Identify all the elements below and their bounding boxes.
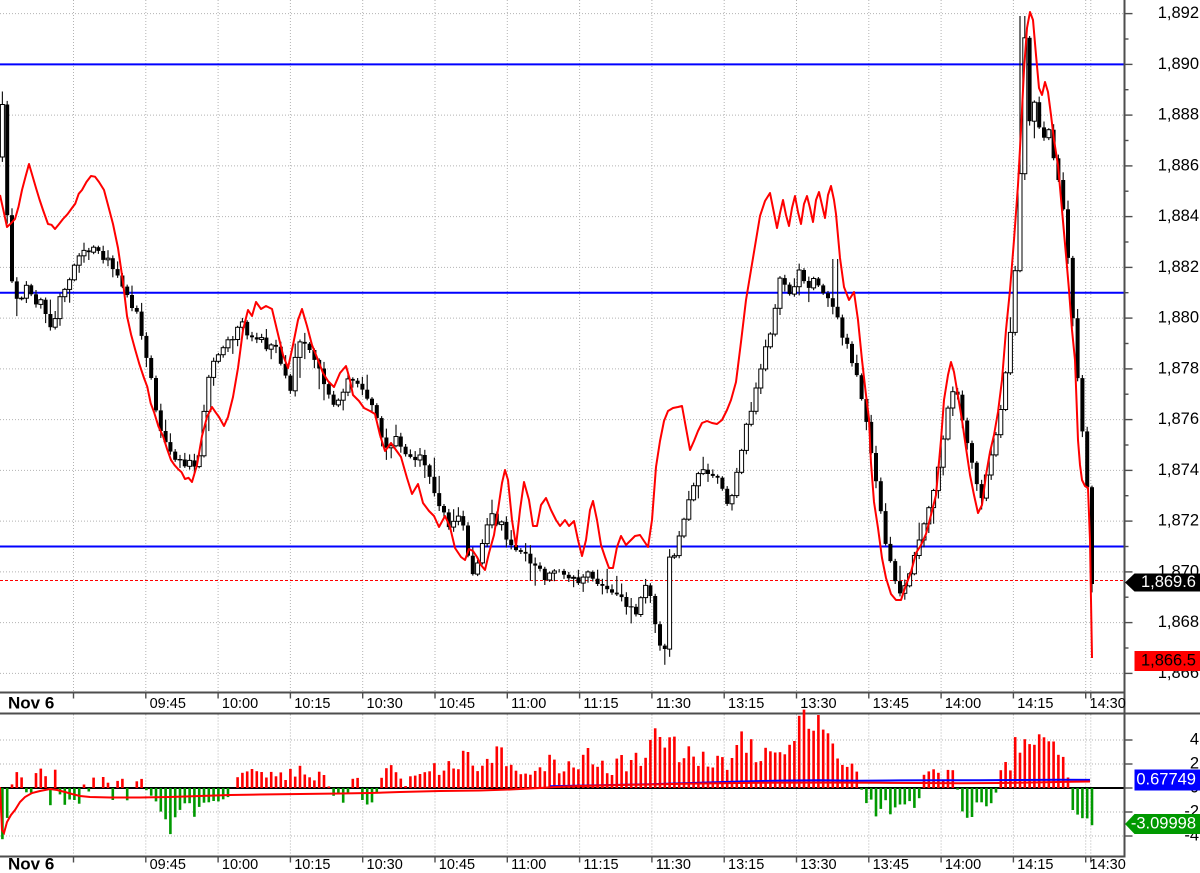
svg-text:1,868: 1,868 bbox=[1158, 613, 1199, 631]
svg-text:10:00: 10:00 bbox=[222, 696, 258, 712]
svg-text:1,880: 1,880 bbox=[1158, 308, 1199, 326]
svg-text:14:30: 14:30 bbox=[1090, 857, 1126, 873]
svg-text:11:30: 11:30 bbox=[656, 696, 691, 712]
svg-text:10:30: 10:30 bbox=[367, 857, 403, 873]
svg-text:10:45: 10:45 bbox=[439, 696, 475, 712]
svg-text:09:45: 09:45 bbox=[150, 857, 186, 873]
svg-text:1,892: 1,892 bbox=[1158, 4, 1199, 22]
svg-text:1,872: 1,872 bbox=[1158, 511, 1199, 529]
svg-text:09:45: 09:45 bbox=[150, 696, 186, 712]
svg-text:14:30: 14:30 bbox=[1090, 696, 1126, 712]
svg-text:10:15: 10:15 bbox=[294, 696, 330, 712]
svg-text:11:15: 11:15 bbox=[583, 696, 618, 712]
svg-text:1,876: 1,876 bbox=[1158, 410, 1199, 428]
svg-text:1,888: 1,888 bbox=[1158, 105, 1199, 123]
svg-text:1,882: 1,882 bbox=[1158, 258, 1199, 276]
svg-text:1,869.6: 1,869.6 bbox=[1141, 573, 1196, 591]
svg-text:1,890: 1,890 bbox=[1158, 55, 1199, 73]
svg-text:2: 2 bbox=[1190, 754, 1199, 772]
svg-text:10:00: 10:00 bbox=[222, 857, 258, 873]
svg-text:11:00: 11:00 bbox=[511, 857, 546, 873]
svg-text:11:15: 11:15 bbox=[583, 857, 618, 873]
svg-text:10:45: 10:45 bbox=[439, 857, 475, 873]
svg-text:1,884: 1,884 bbox=[1158, 207, 1199, 225]
svg-text:13:45: 13:45 bbox=[873, 696, 909, 712]
svg-text:14:15: 14:15 bbox=[1017, 857, 1053, 873]
svg-text:14:00: 14:00 bbox=[945, 696, 981, 712]
svg-text:13:45: 13:45 bbox=[873, 857, 909, 873]
svg-text:1,878: 1,878 bbox=[1158, 359, 1199, 377]
svg-text:0.67749: 0.67749 bbox=[1136, 770, 1196, 788]
svg-text:1,874: 1,874 bbox=[1158, 461, 1199, 479]
svg-text:Nov 6: Nov 6 bbox=[8, 854, 54, 873]
svg-text:10:30: 10:30 bbox=[367, 696, 403, 712]
svg-text:4: 4 bbox=[1190, 730, 1199, 748]
svg-text:13:30: 13:30 bbox=[800, 857, 836, 873]
svg-text:14:00: 14:00 bbox=[945, 857, 981, 873]
svg-text:10:15: 10:15 bbox=[294, 857, 330, 873]
svg-text:14:15: 14:15 bbox=[1017, 696, 1053, 712]
svg-text:11:30: 11:30 bbox=[656, 857, 691, 873]
svg-text:Nov 6: Nov 6 bbox=[8, 693, 54, 712]
svg-text:1,886: 1,886 bbox=[1158, 156, 1199, 174]
svg-text:13:15: 13:15 bbox=[728, 857, 764, 873]
svg-text:11:00: 11:00 bbox=[511, 696, 546, 712]
svg-text:13:15: 13:15 bbox=[728, 696, 764, 712]
svg-text:-3.09998: -3.09998 bbox=[1131, 814, 1196, 832]
svg-text:13:30: 13:30 bbox=[800, 696, 836, 712]
svg-text:1,866.5: 1,866.5 bbox=[1141, 651, 1196, 669]
